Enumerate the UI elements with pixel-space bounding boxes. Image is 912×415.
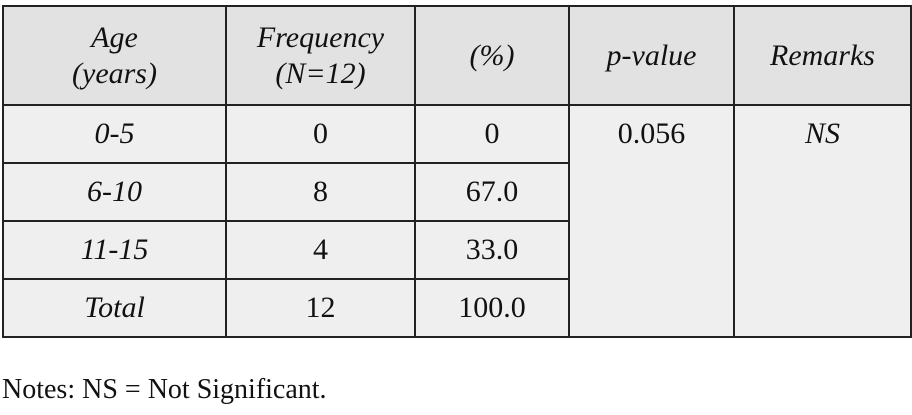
table-cell: Total [2, 278, 227, 338]
table-cell: NS [733, 104, 912, 338]
table-cell: 0.056 [568, 104, 735, 338]
table-cell: 4 [225, 220, 416, 280]
header-text: (N=12) [275, 56, 366, 90]
table-cell: 12 [225, 278, 416, 338]
table-row: 0-5 0 0 0.056 NS [2, 104, 912, 338]
header-text: p-value [606, 38, 697, 72]
table-cell: 0 [414, 104, 570, 164]
table-cell: 0-5 [2, 104, 227, 164]
header-text: Age [91, 20, 138, 54]
table-cell: 6-10 [2, 162, 227, 222]
table-cell: 8 [225, 162, 416, 222]
header-cell: Frequency (N=12) [225, 5, 416, 106]
header-cell: Age (years) [2, 5, 227, 106]
header-cell: (%) [414, 5, 570, 106]
table-cell: 67.0 [414, 162, 570, 222]
header-cell: p-value [568, 5, 735, 106]
data-table: Age (years) Frequency (N=12) (%) p-value Remar… [2, 5, 912, 338]
table-body: 0-5 0 0 0.056 NS 6-10 8 67.0 11-15 4 33.0 Total 12 10… [2, 104, 912, 338]
table-cell: 0 [225, 104, 416, 164]
table-row: Total 12 100.0 [2, 278, 911, 338]
header-text: Remarks [770, 38, 875, 72]
header-text: Frequency [256, 20, 385, 54]
table-cell: 11-15 [2, 220, 227, 280]
table-cell: 100.0 [414, 278, 570, 338]
header-row: Age (years) Frequency (N=12) (%) p-value Remar… [2, 5, 912, 106]
header-cell: Remarks [733, 5, 912, 106]
header-text: (years) [72, 56, 157, 90]
table-cell: 33.0 [414, 220, 570, 280]
header-text: (%) [469, 38, 515, 72]
table-row: 11-15 4 33.0 [2, 220, 911, 280]
notes: Notes: NS = Not Significant. [2, 374, 327, 405]
table-row: 6-10 8 67.0 [2, 162, 911, 222]
